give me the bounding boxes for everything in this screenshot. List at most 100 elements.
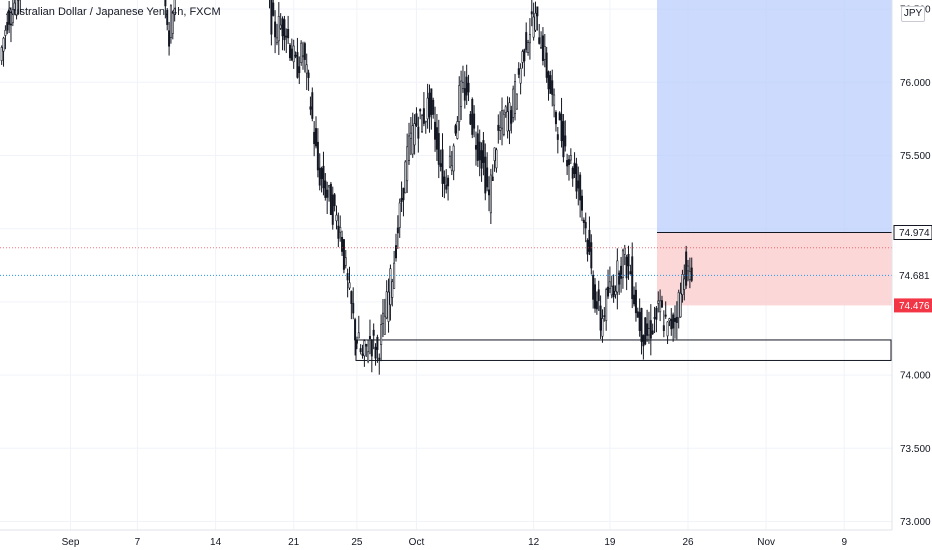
candle bbox=[4, 25, 7, 50]
candle bbox=[376, 334, 379, 363]
candle bbox=[292, 39, 295, 69]
candle bbox=[668, 317, 671, 327]
candle bbox=[422, 92, 425, 127]
candle-body bbox=[169, 5, 172, 38]
candle bbox=[11, 0, 14, 27]
candle bbox=[601, 309, 604, 343]
candle bbox=[493, 147, 496, 172]
candle bbox=[519, 63, 522, 95]
candle bbox=[361, 344, 364, 359]
candle bbox=[298, 56, 301, 85]
candle-body bbox=[532, 16, 535, 38]
candle bbox=[368, 319, 371, 355]
candle bbox=[463, 71, 466, 109]
candle bbox=[370, 338, 373, 373]
candle-body bbox=[378, 357, 381, 360]
candle-body bbox=[476, 133, 479, 161]
candle bbox=[374, 343, 377, 366]
candle-body bbox=[283, 19, 286, 41]
candle bbox=[417, 116, 420, 153]
candle bbox=[569, 148, 572, 164]
candle bbox=[283, 15, 286, 51]
candle bbox=[627, 245, 630, 280]
candle-body bbox=[300, 42, 303, 63]
candle bbox=[634, 282, 637, 322]
candle-body bbox=[320, 168, 323, 180]
candle bbox=[681, 269, 684, 303]
candle-body bbox=[567, 159, 570, 165]
candle bbox=[577, 166, 580, 206]
candle-body bbox=[11, 9, 14, 24]
candle-body bbox=[506, 111, 509, 132]
candle-body bbox=[272, 2, 275, 16]
stop-price-label-bg bbox=[894, 298, 932, 313]
candle-body bbox=[653, 317, 656, 319]
candle-body bbox=[173, 0, 176, 15]
currency-badge[interactable]: JPY bbox=[901, 6, 925, 22]
candle bbox=[618, 270, 621, 295]
candle bbox=[664, 301, 667, 319]
candle-body bbox=[383, 315, 386, 335]
candle-body bbox=[437, 133, 440, 165]
candle bbox=[331, 186, 334, 230]
candle bbox=[543, 33, 546, 68]
candle-body bbox=[381, 312, 384, 324]
candle-body bbox=[313, 132, 316, 145]
candle-body bbox=[463, 88, 466, 101]
candle bbox=[633, 286, 636, 307]
candle-body bbox=[422, 108, 425, 124]
candle bbox=[499, 111, 502, 140]
candle bbox=[393, 250, 396, 289]
candle bbox=[324, 173, 327, 201]
candle bbox=[487, 176, 490, 212]
candle-body bbox=[675, 316, 678, 323]
candle bbox=[404, 160, 407, 194]
candle-body bbox=[354, 319, 357, 341]
candle bbox=[9, 7, 12, 43]
candle-body bbox=[670, 318, 673, 330]
stop-price-label: 74.476 bbox=[894, 298, 932, 313]
candle-body bbox=[489, 174, 492, 214]
candle-body bbox=[456, 121, 459, 139]
candle bbox=[562, 114, 565, 163]
candle-body bbox=[365, 344, 368, 347]
candle-body bbox=[344, 257, 347, 266]
candle bbox=[443, 170, 446, 199]
candle-body bbox=[571, 167, 574, 179]
candle bbox=[357, 315, 360, 339]
candle-body bbox=[528, 34, 531, 44]
candle bbox=[285, 28, 288, 53]
candle bbox=[549, 70, 552, 94]
candle bbox=[437, 119, 440, 179]
candle bbox=[315, 116, 318, 149]
candle-body bbox=[0, 47, 3, 61]
candle-body bbox=[288, 44, 291, 59]
candle bbox=[502, 109, 505, 137]
candle-body bbox=[305, 64, 308, 74]
candle-body bbox=[590, 242, 593, 269]
candle bbox=[270, 0, 273, 46]
entry-price-label: 74.974 bbox=[893, 225, 932, 241]
candle-body bbox=[497, 124, 500, 131]
candle-body bbox=[673, 318, 676, 322]
candle bbox=[659, 289, 662, 322]
candle bbox=[415, 107, 418, 127]
price-tick-label: 76.000 bbox=[900, 78, 931, 89]
candle-body bbox=[467, 82, 470, 93]
candle-body bbox=[391, 281, 394, 298]
candle bbox=[337, 212, 340, 248]
candle-body bbox=[443, 176, 446, 184]
candle bbox=[566, 153, 569, 176]
candle-body bbox=[274, 21, 277, 38]
candle-body bbox=[530, 11, 533, 15]
candle bbox=[171, 10, 174, 40]
candle-body bbox=[599, 305, 602, 331]
candle bbox=[300, 40, 303, 66]
candle-body bbox=[452, 145, 455, 172]
candle bbox=[655, 306, 658, 333]
candle-body bbox=[608, 281, 611, 289]
candle bbox=[610, 275, 613, 299]
candle bbox=[495, 147, 498, 173]
